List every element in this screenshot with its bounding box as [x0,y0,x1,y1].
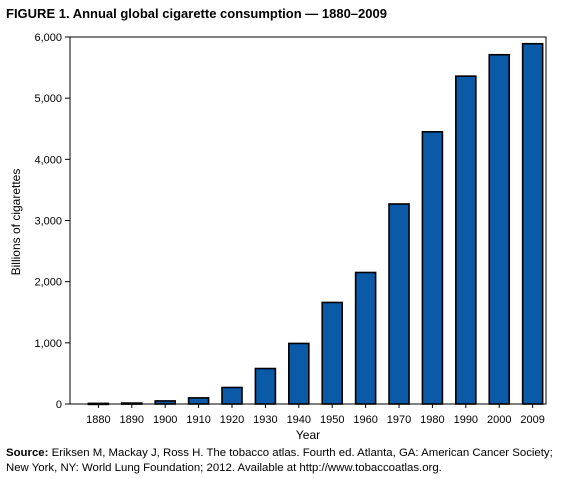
x-axis-title: Year [296,428,320,442]
bar [455,75,477,405]
x-tick-label: 1890 [120,414,144,426]
x-axis: 1880 1890 1900 1910 1920 1930 1940 1950 1960 1970… [86,404,545,426]
y-tick-label: 0 [56,399,62,411]
bar [354,271,377,405]
bar [521,42,544,405]
x-tick-label: 1910 [186,414,210,426]
x-tick-label: 1880 [86,414,110,426]
bar [288,342,310,405]
bar [321,301,344,405]
bars [87,42,544,406]
y-tick-label: 1,000 [34,338,62,350]
x-tick-label: 1950 [320,414,344,426]
y-tick-label: 2,000 [34,277,62,289]
x-tick-label: 2009 [520,414,544,426]
x-tick-label: 1960 [353,414,377,426]
x-tick-label: 2000 [487,414,511,426]
y-axis-title: Billions of cigarettes [9,169,23,276]
bar [154,400,176,405]
y-tick-label: 4,000 [34,154,62,166]
x-tick-label: 1940 [287,414,311,426]
bar [254,367,277,405]
bar [421,131,444,405]
chart-title: FIGURE 1. Annual global cigarette consum… [6,6,387,21]
y-tick-label: 6,000 [34,32,62,44]
y-tick-label: 5,000 [34,93,62,105]
bar [488,53,511,405]
x-tick-label: 1970 [387,414,411,426]
bar [120,402,143,405]
x-tick-label: 1990 [454,414,478,426]
y-tick-label: 3,000 [34,216,62,228]
y-axis: 0 1,000 2,000 3,000 4,000 5,000 6,000 [34,32,70,411]
source-label: Source: [6,447,49,459]
x-tick-label: 1900 [153,414,177,426]
bar [388,203,410,405]
source-note: Source: Eriksen M, Mackay J, Ross H. The… [6,446,566,476]
x-tick-label: 1920 [220,414,244,426]
source-text: Eriksen M, Mackay J, Ross H. The tobacco… [6,447,553,474]
bar [221,386,243,405]
x-tick-label: 1930 [253,414,277,426]
bar [187,397,210,405]
x-tick-label: 1980 [420,414,444,426]
